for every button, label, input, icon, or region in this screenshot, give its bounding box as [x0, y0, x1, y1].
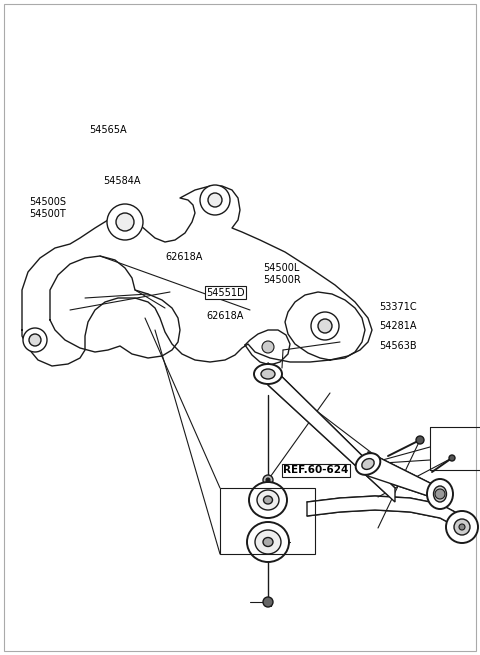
- Circle shape: [200, 185, 230, 215]
- Ellipse shape: [257, 490, 279, 510]
- Circle shape: [449, 455, 455, 461]
- Polygon shape: [268, 363, 395, 502]
- Circle shape: [446, 511, 478, 543]
- Circle shape: [263, 475, 273, 485]
- Ellipse shape: [261, 369, 275, 379]
- Ellipse shape: [263, 538, 273, 546]
- Ellipse shape: [356, 453, 380, 475]
- Circle shape: [416, 436, 424, 444]
- Circle shape: [311, 312, 339, 340]
- Ellipse shape: [362, 458, 374, 470]
- Circle shape: [23, 328, 47, 352]
- Circle shape: [208, 193, 222, 207]
- Ellipse shape: [247, 522, 289, 562]
- Circle shape: [266, 478, 270, 482]
- Text: REF.60-624: REF.60-624: [283, 465, 348, 476]
- Text: 62618A: 62618A: [166, 252, 203, 263]
- Polygon shape: [307, 496, 460, 534]
- Text: 54565A: 54565A: [89, 124, 127, 135]
- Ellipse shape: [264, 496, 273, 504]
- Circle shape: [29, 334, 41, 346]
- Text: 54584A: 54584A: [103, 176, 141, 186]
- Bar: [220, 488, 315, 554]
- Circle shape: [263, 597, 273, 607]
- Text: 54500S
54500T: 54500S 54500T: [29, 198, 66, 219]
- Text: 62618A: 62618A: [206, 310, 244, 321]
- Text: 54563B: 54563B: [379, 341, 417, 351]
- Circle shape: [116, 213, 134, 231]
- Circle shape: [435, 489, 445, 499]
- Text: 54281A: 54281A: [379, 320, 417, 331]
- Circle shape: [459, 524, 465, 530]
- Ellipse shape: [427, 479, 453, 509]
- Circle shape: [107, 204, 143, 240]
- Polygon shape: [368, 452, 440, 500]
- Circle shape: [318, 319, 332, 333]
- Circle shape: [454, 519, 470, 535]
- Ellipse shape: [255, 530, 281, 554]
- Text: 54500L
54500R: 54500L 54500R: [263, 263, 301, 284]
- Circle shape: [262, 341, 274, 353]
- Text: 54551D: 54551D: [206, 288, 245, 298]
- Ellipse shape: [254, 364, 282, 384]
- Ellipse shape: [433, 486, 446, 502]
- Text: 53371C: 53371C: [379, 301, 417, 312]
- Ellipse shape: [249, 482, 287, 518]
